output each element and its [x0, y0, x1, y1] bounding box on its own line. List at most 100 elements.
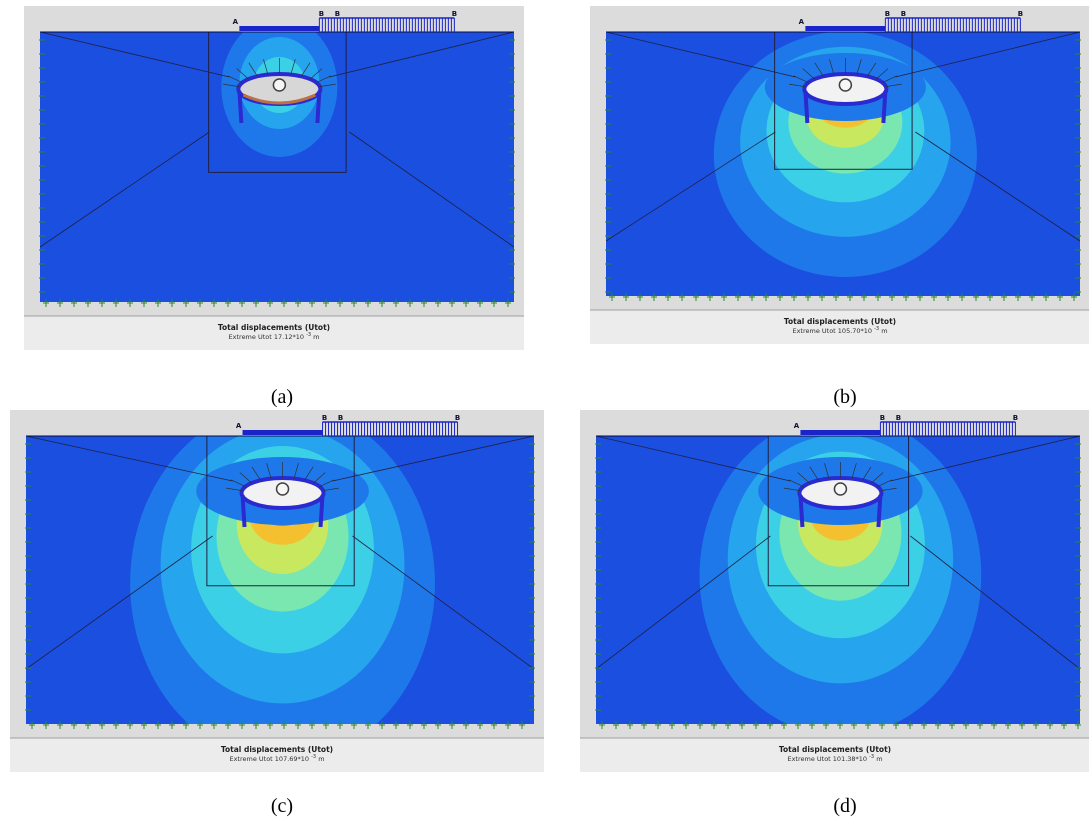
rock-bolt [322, 487, 339, 491]
mesh-line [606, 131, 776, 242]
rock-bolt [304, 466, 314, 481]
rock-bolt [316, 75, 332, 83]
surface-load-a [239, 26, 320, 31]
refined-mesh-zone [774, 32, 913, 170]
rock-bolt [248, 62, 258, 77]
load-label: B [880, 414, 885, 422]
load-label: A [236, 422, 242, 430]
rock-bolt [870, 472, 884, 484]
panel-b: A B B B Total displacements (Utot) Extreme Ut… [590, 6, 1089, 344]
panel-footer [590, 310, 1089, 344]
pilot-tunnel [833, 482, 848, 496]
panel-c: A B B B Total displacements (Utot) Extreme Ut… [10, 410, 544, 772]
load-label: B [1018, 10, 1023, 18]
panel-footer [580, 738, 1089, 772]
tunnel-wall [318, 494, 325, 528]
load-label: B [896, 414, 901, 422]
footer-extreme-value: Extreme Utot 101.38*10 -3 m [787, 754, 882, 763]
tunnel-invert [242, 93, 316, 105]
footer-title: Total displacements (Utot) [779, 745, 891, 754]
rock-bolt [226, 487, 243, 491]
rock-bolt [309, 68, 323, 80]
panel-footer [24, 316, 524, 350]
tunnel-wall [881, 90, 888, 124]
load-label: B [455, 414, 460, 422]
mesh-line [910, 535, 1080, 670]
rock-bolt [882, 75, 898, 83]
rock-bolt [230, 479, 246, 487]
rock-bolt [829, 59, 835, 75]
rock-bolt [824, 463, 830, 479]
load-label: A [233, 18, 239, 26]
rock-bolt [788, 479, 804, 487]
rock-bolt [239, 472, 253, 484]
rock-bolt [236, 68, 249, 80]
rock-bolt [875, 68, 889, 80]
load-label: B [335, 10, 340, 18]
rock-bolt [263, 59, 269, 75]
surface-load-a [242, 430, 323, 435]
surface-load-a [805, 26, 886, 31]
mesh-line [895, 32, 1080, 78]
rock-bolt [793, 75, 809, 83]
load-label: B [452, 10, 457, 18]
rock-bolt [290, 59, 296, 75]
tunnel-wall [237, 90, 244, 124]
rock-bolt [809, 466, 819, 481]
refined-mesh-zone [767, 436, 910, 587]
mesh-line [352, 535, 534, 670]
rock-bolt [862, 466, 872, 481]
tunnel-wall [798, 494, 805, 528]
panel-a: A B B B Total displacements (Utot) Extreme Ut… [24, 6, 524, 350]
panel-d: A B B B Total displacements (Utot) Extreme Ut… [580, 410, 1089, 772]
rock-bolt [851, 463, 857, 479]
panel-footer [10, 738, 544, 772]
mesh-line [40, 32, 230, 78]
load-label: B [319, 10, 324, 18]
mesh-line [40, 131, 210, 248]
rock-bolt [802, 68, 815, 80]
rock-bolt [251, 466, 261, 481]
footer-extreme-value: Extreme Utot 105.70*10 -3 m [792, 326, 887, 335]
rock-bolt [877, 479, 893, 487]
load-label: A [799, 18, 805, 26]
mesh-line [349, 131, 514, 248]
rock-bolt [266, 463, 272, 479]
load-label: A [794, 422, 800, 430]
mesh-line [329, 32, 514, 78]
refined-mesh-zone [206, 436, 355, 587]
footer-extreme-value: Extreme Utot 107.69*10 -3 m [229, 754, 324, 763]
caption-c: (c) [270, 795, 294, 817]
surface-load-a [800, 430, 881, 435]
footer-title: Total displacements (Utot) [221, 745, 333, 754]
footer-extreme-value: Extreme Utot 17.12*10 -3 m [229, 332, 320, 341]
tunnel-wall [876, 494, 883, 528]
load-label: B [322, 414, 327, 422]
load-label: B [901, 10, 906, 18]
rock-bolt [227, 75, 243, 83]
rock-bolt [313, 472, 326, 484]
pilot-tunnel [275, 482, 290, 496]
rock-bolt [797, 472, 810, 484]
mesh-line [915, 131, 1080, 242]
pilot-tunnel [838, 78, 853, 92]
mesh-line [890, 436, 1080, 482]
footer-title: Total displacements (Utot) [784, 317, 896, 326]
load-label: B [885, 10, 890, 18]
plaxis-output-d: A B B B Total displacements (Utot)Extreme Ut… [580, 410, 1089, 772]
rock-bolt [319, 479, 335, 487]
rock-bolt [856, 59, 862, 75]
rock-bolt [301, 62, 311, 77]
mesh-line [26, 535, 213, 670]
rock-bolt [880, 487, 897, 491]
load-label: B [338, 414, 343, 422]
caption-d: (d) [833, 795, 857, 817]
plaxis-output-a: A B B B Total displacements (Utot)Extreme Ut… [24, 6, 524, 350]
plaxis-output-b: A B B B Total displacements (Utot)Extreme Ut… [590, 6, 1089, 344]
caption-b: (b) [833, 386, 857, 408]
rock-bolt [814, 62, 824, 77]
footer-title: Total displacements (Utot) [218, 323, 330, 332]
pilot-tunnel [272, 78, 287, 92]
mesh-line [26, 436, 233, 482]
rock-bolt [867, 62, 877, 77]
